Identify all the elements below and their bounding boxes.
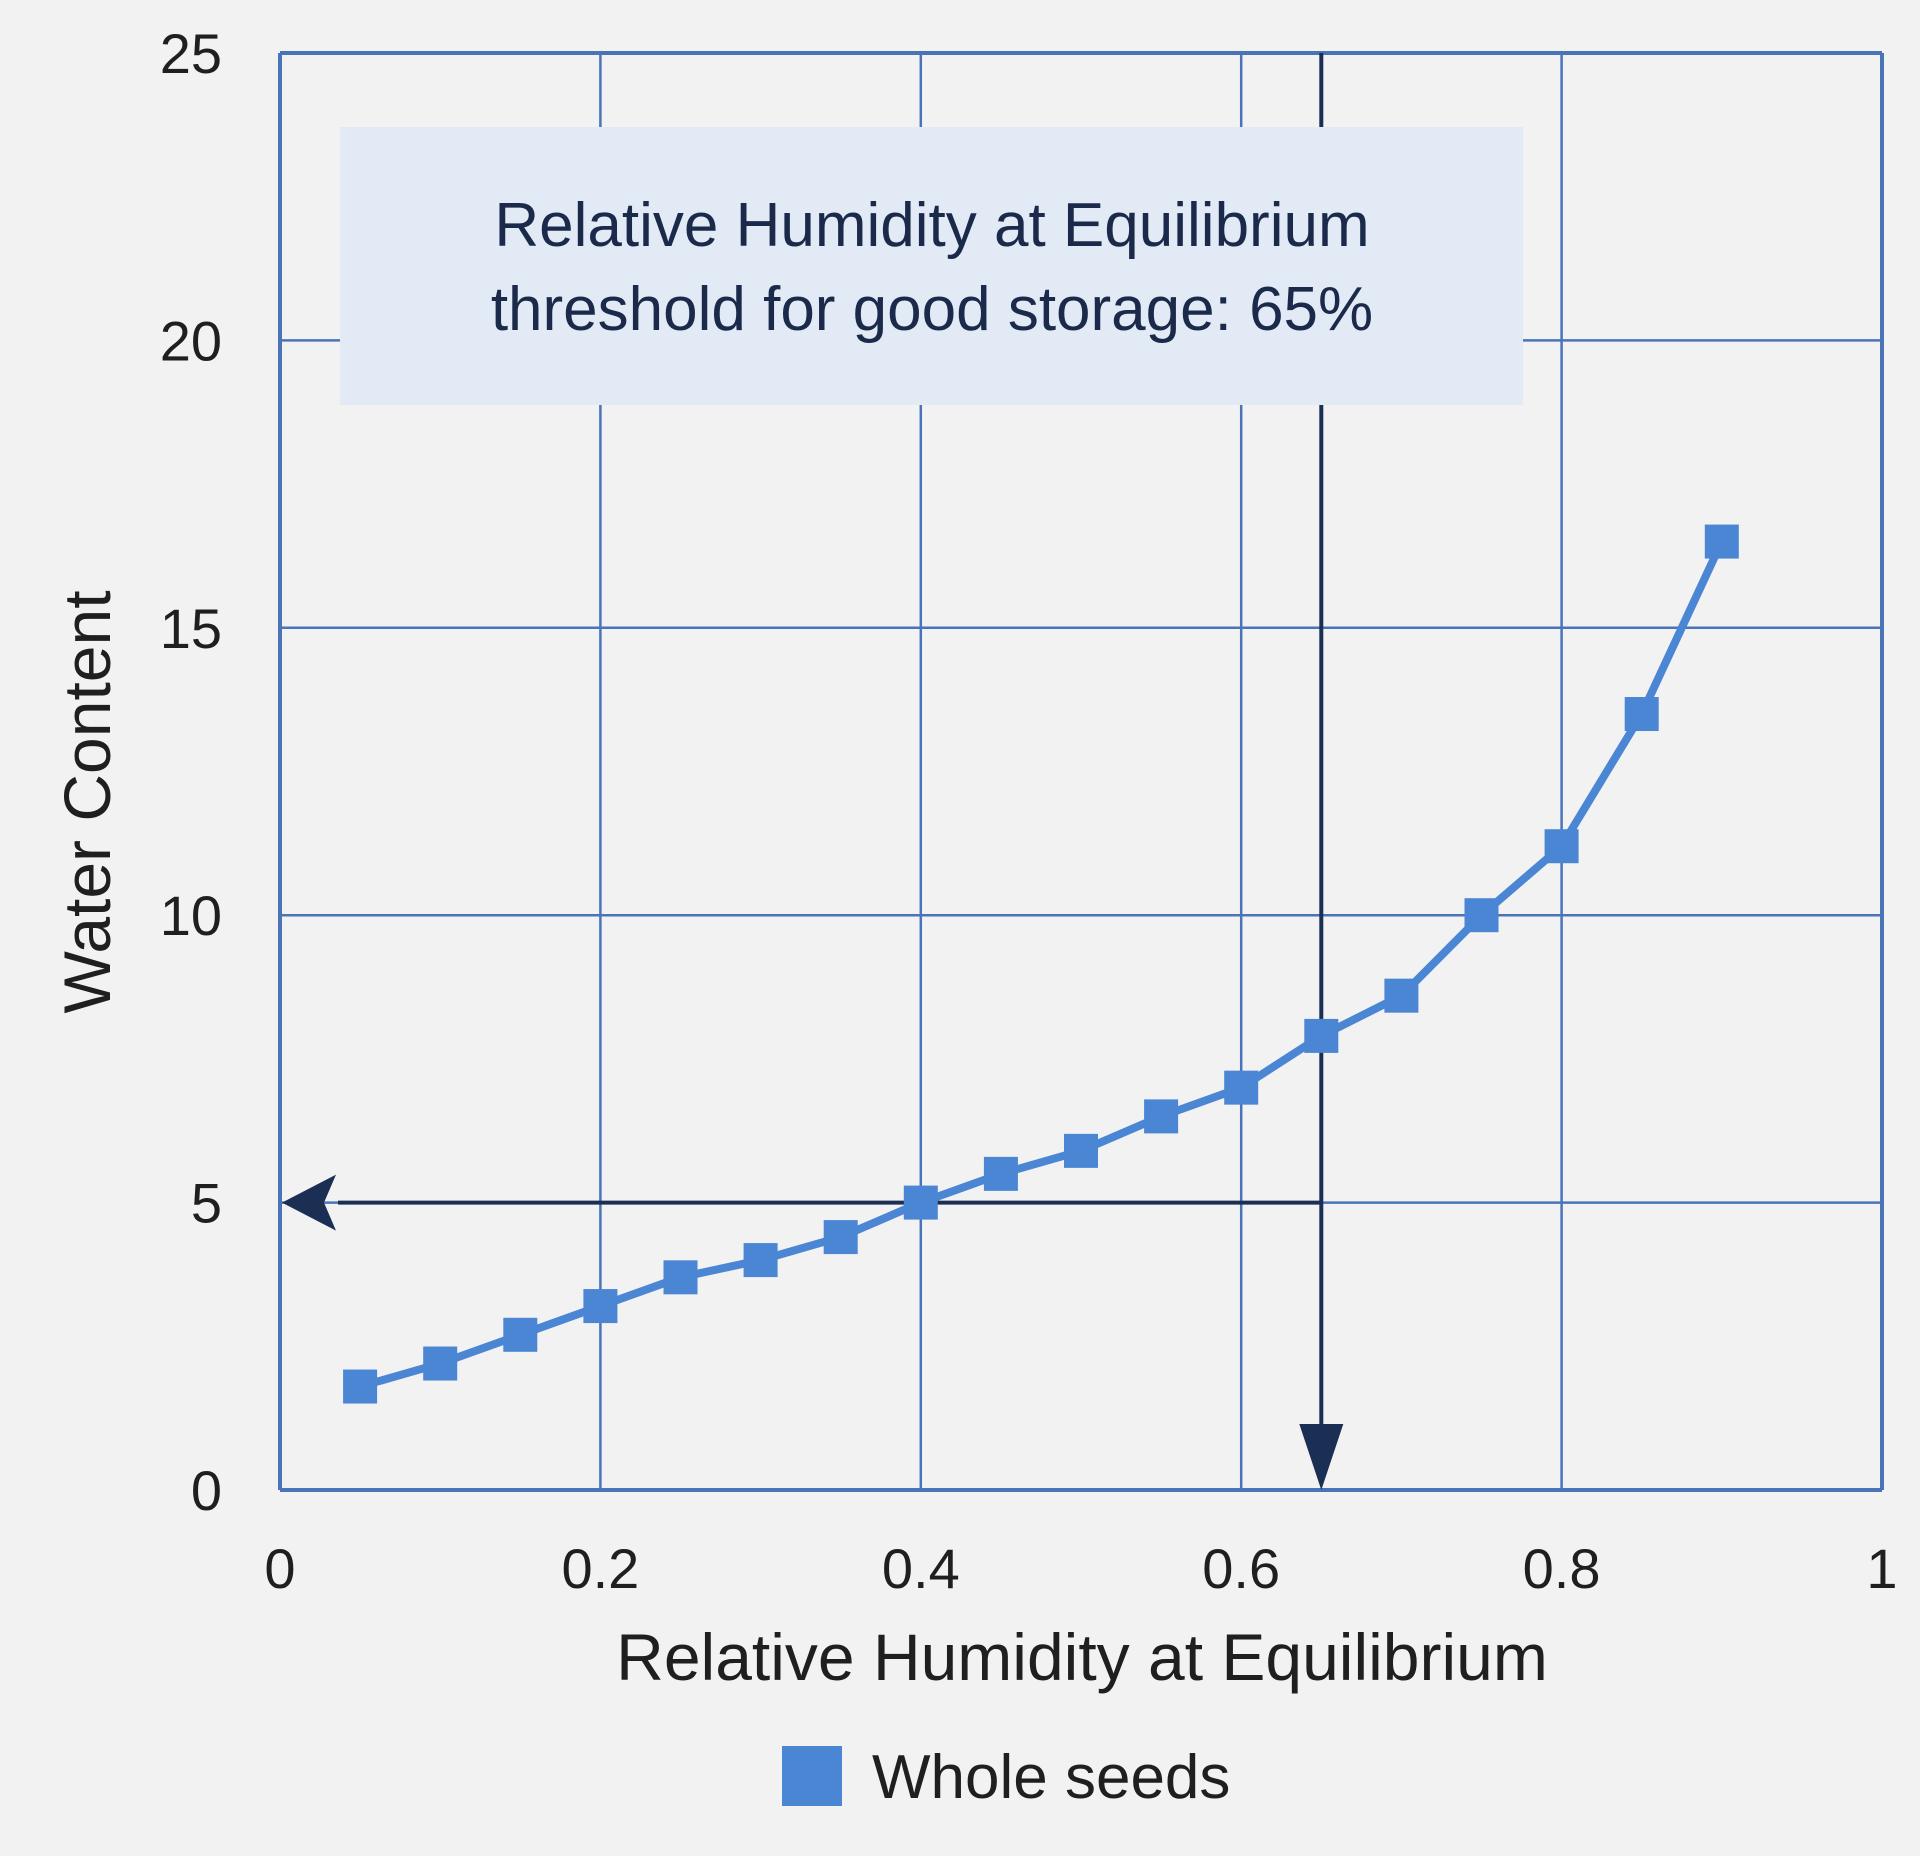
- data-point-marker: [743, 1243, 778, 1278]
- data-point-marker: [1464, 898, 1499, 933]
- data-point-marker: [1144, 1099, 1179, 1134]
- x-tick-label: 0.2: [561, 1537, 639, 1600]
- data-point-marker: [503, 1317, 538, 1352]
- data-point-marker: [1544, 829, 1579, 864]
- annotation-box: Relative Humidity at Equilibrium thresho…: [340, 127, 1523, 405]
- annotation-line-1: Relative Humidity at Equilibrium: [494, 191, 1369, 260]
- y-tick-label: 10: [160, 884, 222, 947]
- x-tick-label: 0.8: [1523, 1537, 1601, 1600]
- x-tick-label: 1: [1866, 1537, 1897, 1600]
- x-tick-label: 0: [264, 1537, 295, 1600]
- series-whole-seeds: [343, 524, 1739, 1404]
- x-tick-label: 0.6: [1202, 1537, 1280, 1600]
- y-tick-label: 20: [160, 309, 222, 372]
- annotation-line-2: threshold for good storage: 65%: [491, 275, 1373, 344]
- y-tick-label: 0: [191, 1459, 222, 1522]
- x-tick-label: 0.4: [882, 1537, 960, 1600]
- data-point-marker: [583, 1289, 618, 1324]
- annotation-background: [340, 127, 1523, 405]
- data-point-marker: [343, 1369, 378, 1404]
- x-axis-title: Relative Humidity at Equilibrium: [616, 1620, 1548, 1694]
- data-point-marker: [903, 1185, 938, 1220]
- y-tick-label: 5: [191, 1172, 222, 1235]
- data-point-marker: [1384, 978, 1419, 1013]
- y-tick-label: 15: [160, 597, 222, 660]
- data-point-marker: [1064, 1133, 1098, 1168]
- data-point-marker: [1304, 1018, 1339, 1053]
- y-tick-label: 25: [160, 22, 222, 85]
- legend: Whole seeds: [782, 1743, 1230, 1812]
- data-point-marker: [1224, 1070, 1259, 1105]
- data-point-marker: [1704, 524, 1739, 559]
- data-point-marker: [423, 1346, 458, 1381]
- data-point-marker: [663, 1260, 698, 1295]
- arrow-down-icon: [1299, 1424, 1344, 1490]
- legend-swatch-square-icon: [782, 1746, 842, 1806]
- data-point-marker: [1624, 697, 1659, 732]
- data-point-marker: [983, 1156, 1018, 1191]
- data-point-marker: [823, 1220, 858, 1255]
- legend-label: Whole seeds: [872, 1743, 1230, 1812]
- arrow-left-icon: [282, 1174, 336, 1231]
- y-axis-title: Water Content: [50, 590, 124, 1013]
